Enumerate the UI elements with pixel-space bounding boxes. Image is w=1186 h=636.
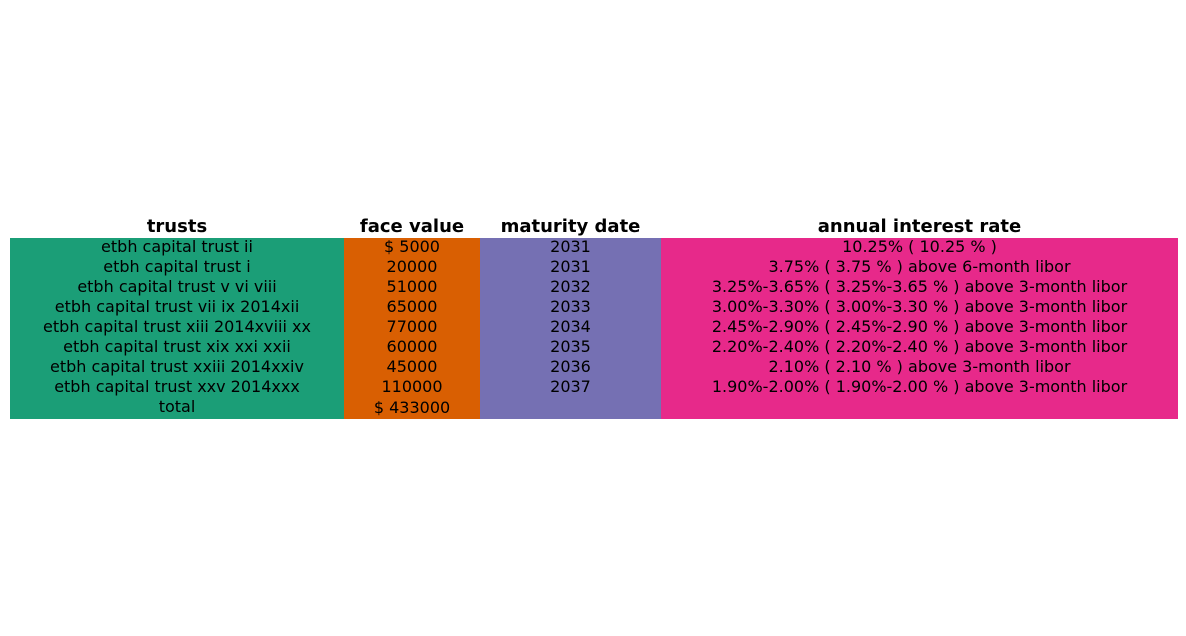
column-annual-interest-rate-background — [661, 238, 1178, 419]
table-cell: 2037 — [550, 377, 591, 396]
table-cell: 51000 — [386, 277, 438, 296]
table-cell-total-label: total — [158, 397, 196, 416]
table-cell: 2.20%-2.40% ( 2.20%-2.40 % ) above 3-mon… — [711, 337, 1128, 356]
table-cell: etbh capital trust xxv 2014xxx — [54, 377, 300, 396]
table-cell: 60000 — [386, 337, 438, 356]
table-cell: 2035 — [550, 337, 591, 356]
table-cell: 45000 — [386, 357, 438, 376]
table-cell: 2036 — [550, 357, 591, 376]
table-cell: etbh capital trust xix xxi xxii — [63, 337, 291, 356]
table-cell: 3.00%-3.30% ( 3.00%-3.30 % ) above 3-mon… — [711, 297, 1128, 316]
table-cell: 65000 — [386, 297, 438, 316]
table-cell: 3.25%-3.65% ( 3.25%-3.65 % ) above 3-mon… — [711, 277, 1128, 296]
table-cell: 1.90%-2.00% ( 1.90%-2.00 % ) above 3-mon… — [711, 377, 1128, 396]
table-cell: 2.45%-2.90% ( 2.45%-2.90 % ) above 3-mon… — [711, 317, 1128, 336]
table-cell: 110000 — [381, 377, 443, 396]
table-cell: 20000 — [386, 257, 438, 276]
column-header-maturity-date: maturity date — [500, 216, 641, 237]
column-trusts-background — [10, 238, 344, 419]
column-header-annual-interest-rate: annual interest rate — [817, 216, 1022, 237]
table-cell: 3.75% ( 3.75 % ) above 6-month libor — [768, 257, 1071, 276]
table-cell: 2031 — [550, 237, 591, 256]
table-cell: etbh capital trust i — [103, 257, 251, 276]
table-cell: 2034 — [550, 317, 591, 336]
table-cell: etbh capital trust vii ix 2014xii — [54, 297, 300, 316]
table-cell: 2032 — [550, 277, 591, 296]
table-cell: etbh capital trust ii — [101, 237, 253, 256]
table-cell: etbh capital trust xiii 2014xviii xx — [43, 317, 311, 336]
column-header-trusts: trusts — [146, 216, 208, 237]
table-cell: 10.25% ( 10.25 % ) — [842, 237, 997, 256]
table-cell: etbh capital trust xxiii 2014xxiv — [50, 357, 304, 376]
table-cell: 2031 — [550, 257, 591, 276]
table-cell: 2033 — [550, 297, 591, 316]
column-face-value-background — [344, 238, 480, 419]
column-maturity-date-background — [480, 238, 661, 419]
table-cell: 77000 — [386, 317, 438, 336]
table-cell: 2.10% ( 2.10 % ) above 3-month libor — [768, 357, 1071, 376]
table-cell-total-value: $ 433000 — [373, 398, 451, 417]
table-cell: $ 5000 — [384, 237, 440, 256]
column-header-face-value: face value — [359, 216, 465, 237]
table-cell: etbh capital trust v vi viii — [77, 277, 277, 296]
